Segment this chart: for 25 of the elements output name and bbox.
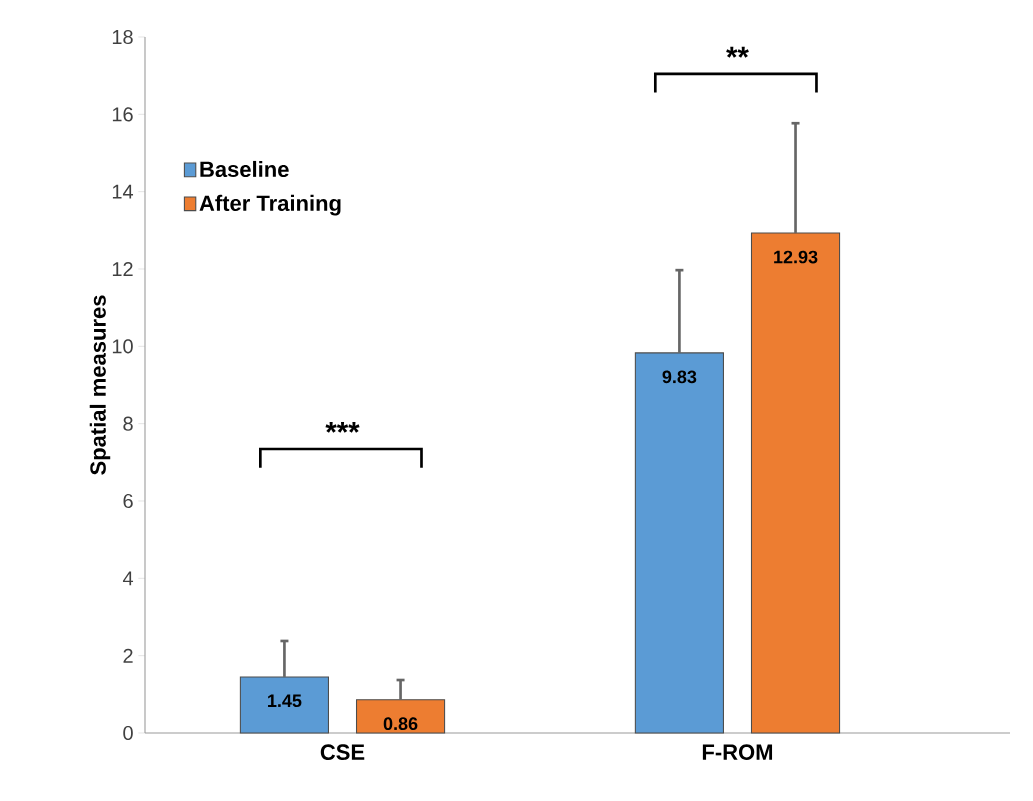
data-label: 9.83	[662, 370, 697, 384]
y-axis-title: Spatial measures	[89, 295, 111, 475]
y-tick-label: 16	[112, 107, 133, 122]
bar	[750, 232, 841, 734]
bar	[239, 676, 330, 734]
x-tick-label: F-ROM	[702, 744, 773, 760]
bar	[634, 352, 724, 734]
annotation: ***	[325, 421, 360, 433]
y-tick-label: 10	[112, 339, 133, 354]
legend-label: After Training	[199, 194, 341, 216]
y-tick-label: 0	[123, 725, 133, 741]
y-tick-label: 6	[123, 493, 133, 509]
y-tick-label: 2	[123, 648, 133, 663]
data-label: 12.93	[774, 250, 818, 264]
x-tick-label: CSE	[320, 744, 365, 760]
y-tick-label: 4	[122, 571, 134, 586]
y-tick-label: 18	[112, 29, 133, 45]
data-label: 1.45	[268, 694, 302, 708]
bar	[355, 699, 446, 734]
y-tick-label: 12	[112, 262, 133, 276]
y-tick-label: 8	[123, 416, 133, 431]
annotation: **	[726, 46, 749, 58]
data-label: 0.86	[383, 717, 418, 731]
y-tick-label: 14	[112, 184, 134, 199]
legend-label: Baseline	[200, 160, 289, 178]
